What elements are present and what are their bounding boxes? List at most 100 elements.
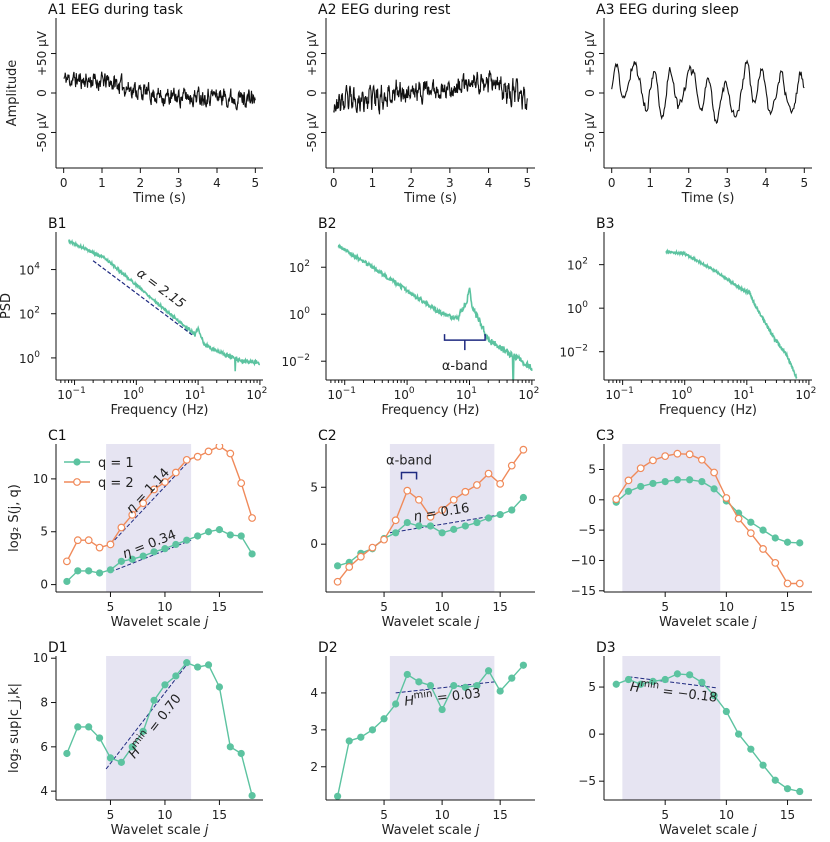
y-tick-label: +50 μV — [305, 30, 319, 76]
panel-b2: B2 α-band 10−1 100 101 102 10−2 100 102 Frequency… — [281, 216, 539, 418]
data-point — [746, 529, 755, 538]
data-point — [649, 479, 657, 488]
data-point — [473, 518, 481, 527]
y-tick-label: 100 — [289, 306, 310, 322]
data-point — [722, 707, 730, 716]
y-tick-label: 6 — [40, 740, 48, 754]
y-tick-label: 10−2 — [281, 353, 310, 369]
x-tick-label: 102 — [246, 386, 267, 402]
data-point — [698, 478, 706, 486]
y-tick-label: −5 — [578, 523, 596, 537]
psd-curve — [665, 248, 798, 379]
power-law-fit-line — [92, 260, 193, 336]
panel-title: D3 — [596, 640, 616, 656]
data-point — [150, 485, 158, 494]
y-tick-label: 5 — [588, 680, 596, 694]
data-point — [139, 727, 147, 735]
data-point — [172, 540, 180, 549]
y-tick-label: 102 — [19, 306, 40, 322]
data-point — [95, 543, 104, 552]
x-tick-label: 5 — [661, 808, 669, 822]
x-tick-label: 10 — [434, 808, 449, 822]
y-tick-label: 10 — [33, 651, 48, 665]
eeg-trace — [63, 71, 256, 111]
data-point — [796, 539, 804, 547]
x-tick-label: 4 — [485, 176, 493, 190]
alpha-band-label: α-band — [442, 359, 488, 374]
plot-area — [337, 243, 533, 380]
data-point — [182, 455, 191, 464]
data-point — [771, 558, 780, 567]
shaded-fit-range — [622, 444, 721, 592]
data-point — [673, 449, 682, 458]
data-point — [759, 545, 767, 553]
fit-label: Hmin = −0.18 — [629, 677, 718, 706]
data-point — [697, 455, 706, 464]
psd-curve — [337, 243, 533, 380]
data-point — [85, 567, 93, 575]
data-point — [612, 495, 621, 504]
series-line-orange — [615, 452, 800, 585]
y-tick-label: 3 — [310, 723, 318, 737]
data-point — [62, 557, 71, 566]
y-tick-label: 10 — [33, 472, 48, 486]
y-tick-label: 100 — [567, 300, 588, 316]
x-tick-label: 100 — [394, 386, 415, 402]
x-axis-label: Frequency (Hz) — [659, 403, 757, 418]
legend-marker — [73, 478, 81, 486]
data-point — [686, 671, 694, 679]
data-point — [637, 482, 645, 491]
data-point — [161, 478, 169, 486]
data-point — [519, 661, 527, 669]
data-point — [795, 579, 804, 588]
plot-area — [612, 656, 804, 800]
data-point — [438, 506, 447, 514]
data-point — [226, 531, 234, 539]
data-point — [673, 476, 682, 484]
shaded-fit-range — [106, 444, 192, 592]
y-tick-label: -50 μV — [583, 112, 597, 152]
data-point — [496, 479, 505, 488]
alpha-band-label: α-band — [386, 453, 432, 468]
eeg-trace — [611, 59, 805, 125]
x-tick-label: 10−1 — [327, 386, 356, 402]
y-tick-label: +50 μV — [35, 30, 49, 76]
panel-d3: D3 Hmin = −0.18 5 10 15 5 0 −5 Wavelet scale j — [578, 640, 812, 838]
data-point — [747, 518, 755, 526]
x-tick-label: 4 — [762, 176, 770, 190]
data-point — [710, 468, 719, 477]
data-point — [215, 526, 224, 534]
psd-curve — [68, 238, 261, 372]
x-tick-label: 3 — [175, 176, 183, 190]
data-point — [771, 534, 779, 542]
x-tick-label: 5 — [107, 808, 115, 822]
x-tick-label: 15 — [493, 808, 508, 822]
x-tick-label: 5 — [107, 600, 115, 614]
x-tick-label: 10−1 — [605, 386, 634, 402]
data-point — [248, 791, 256, 800]
x-tick-label: 10 — [157, 600, 172, 614]
data-point — [519, 445, 528, 454]
y-tick-label: 8 — [40, 696, 48, 710]
data-point — [415, 522, 423, 530]
data-point — [496, 510, 504, 519]
data-point — [204, 528, 213, 536]
panel-c3: C3 5 10 15 5 0 −5 −10 −15 Wavelet scale j — [571, 428, 812, 630]
data-point — [403, 670, 411, 679]
x-tick-label: 0 — [330, 176, 338, 190]
data-point — [450, 525, 458, 533]
data-point — [734, 514, 743, 523]
data-point — [783, 538, 792, 546]
data-point — [403, 518, 411, 527]
data-point — [194, 532, 202, 540]
y-tick-label: -50 μV — [35, 112, 49, 152]
data-point — [403, 486, 412, 495]
x-axis-label: Wavelet scale j — [659, 615, 757, 630]
x-axis-label: Wavelet scale j — [382, 615, 480, 630]
x-tick-label: 10 — [719, 600, 734, 614]
data-point — [117, 758, 125, 766]
data-point — [172, 672, 180, 680]
data-point — [496, 687, 504, 695]
